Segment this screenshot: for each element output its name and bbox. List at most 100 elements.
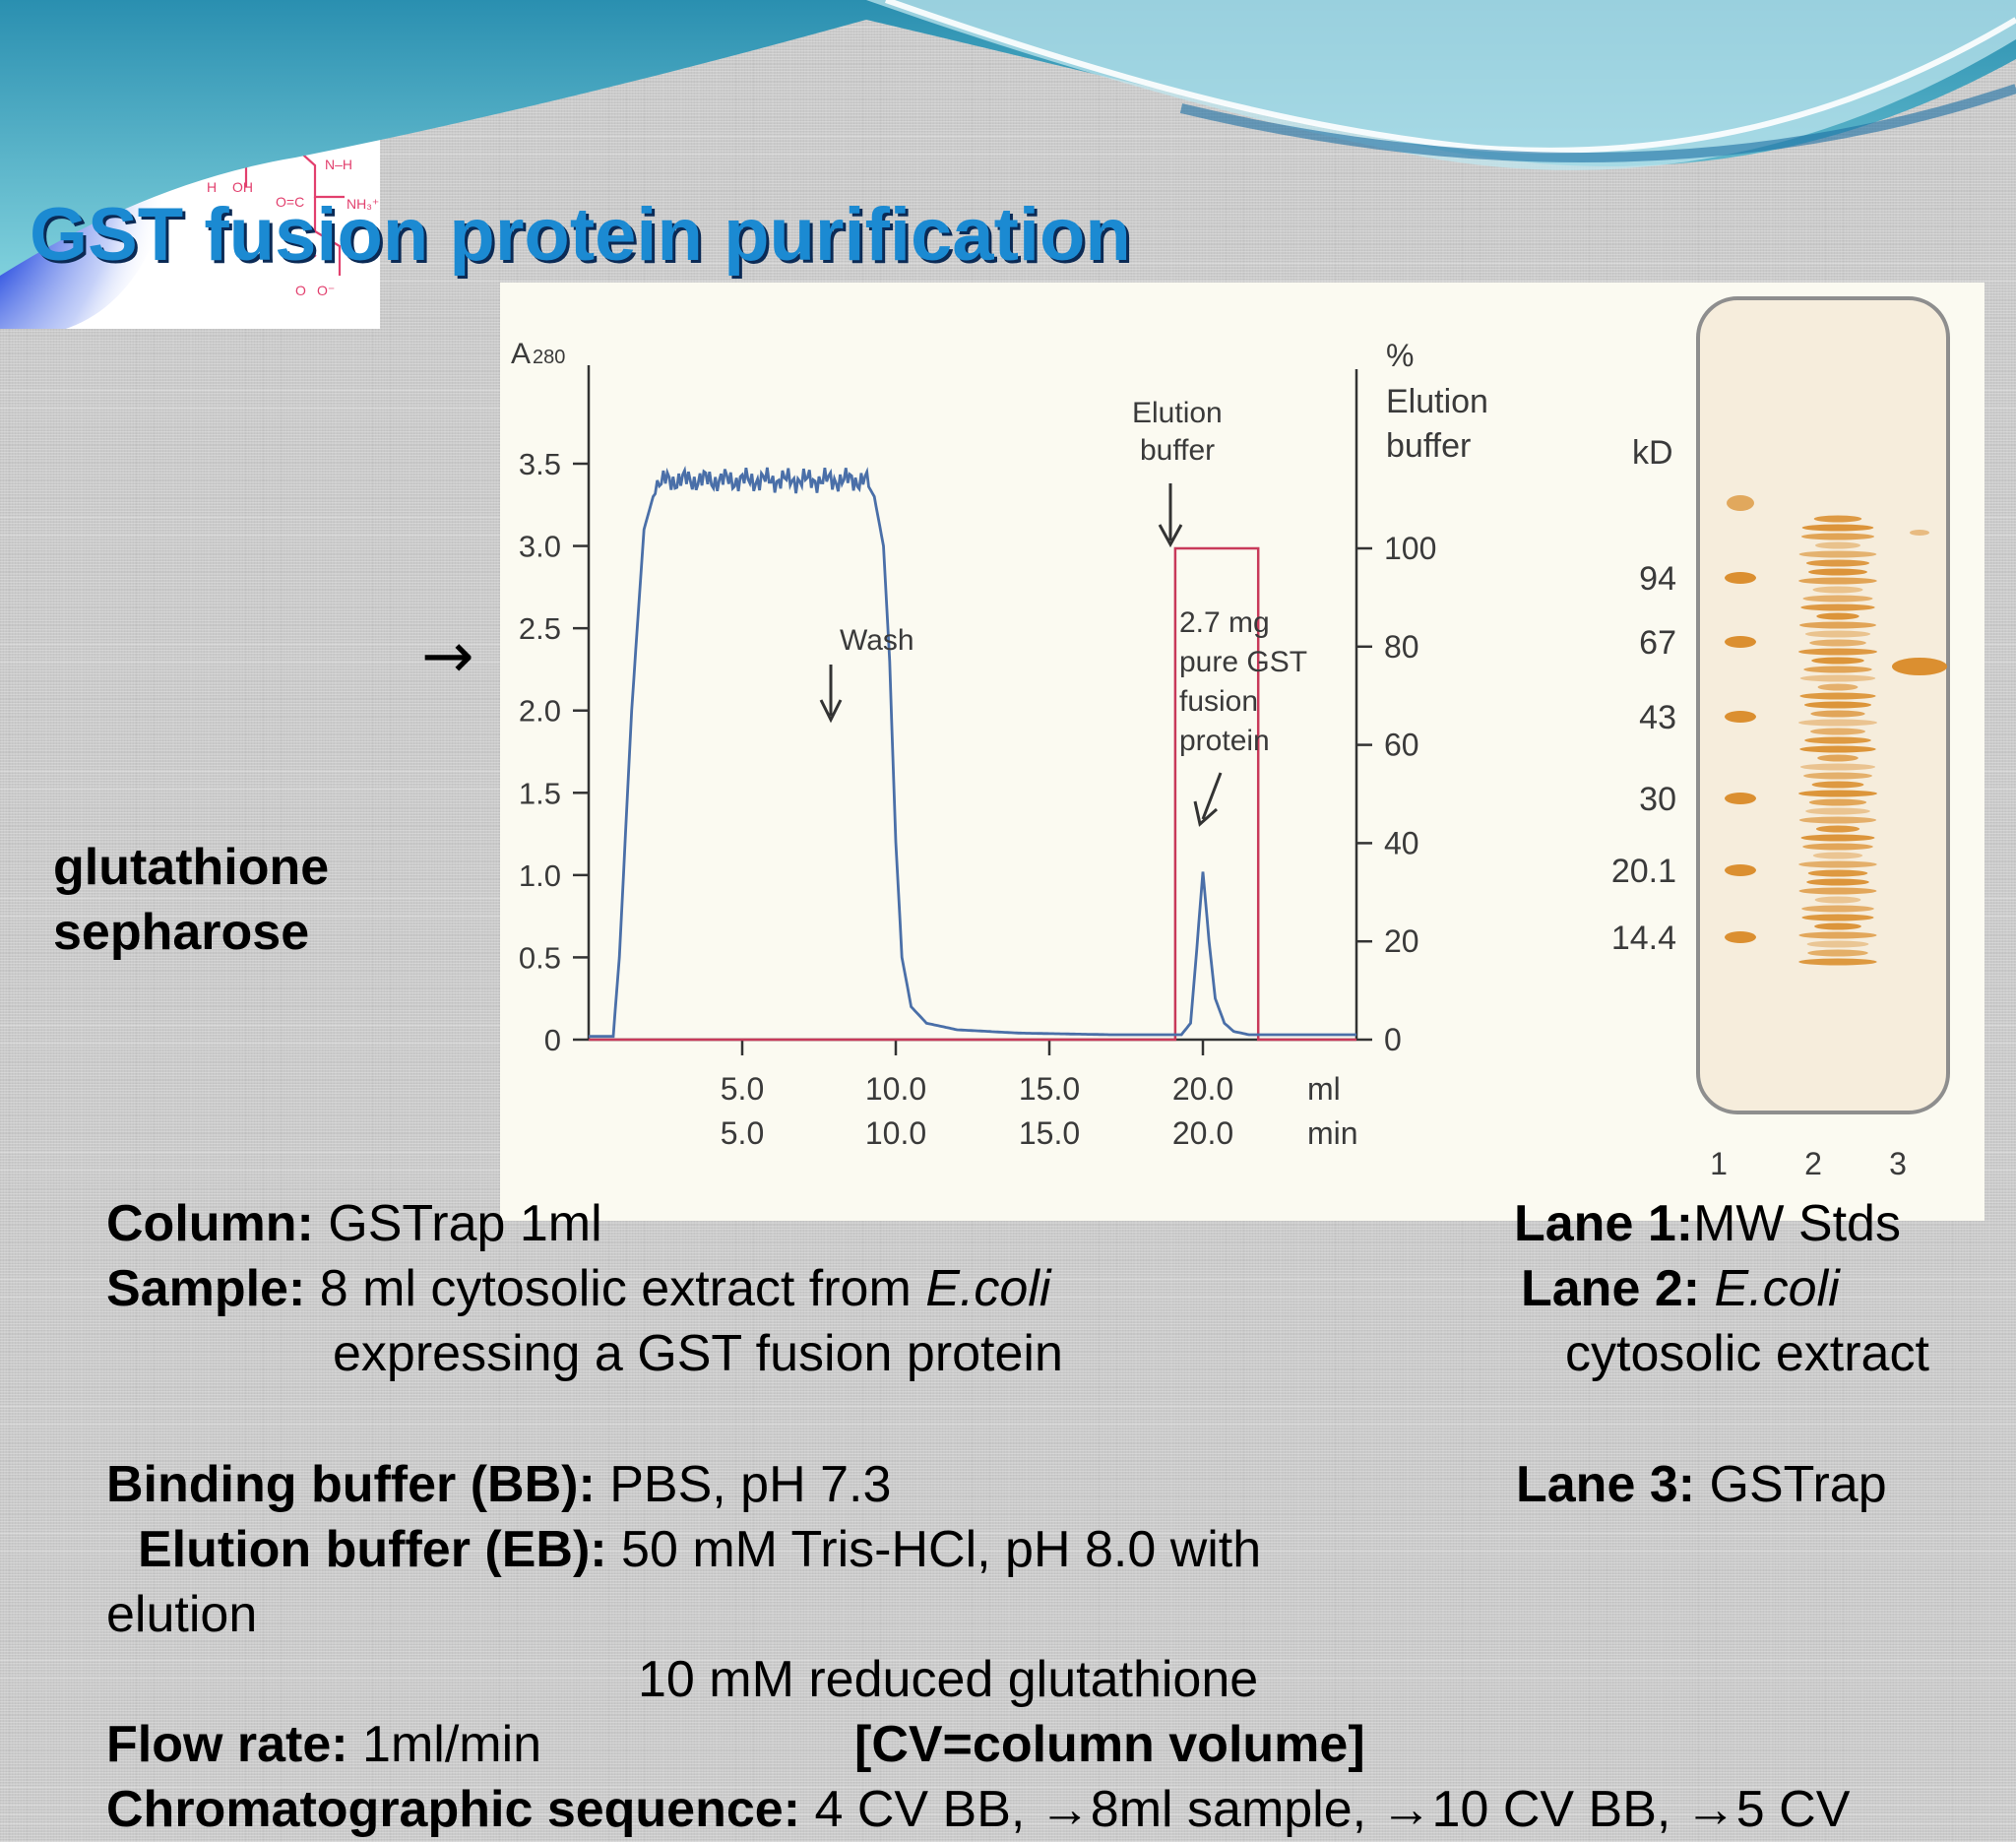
- elution-buffer-annotation-2: buffer: [1140, 434, 1215, 467]
- gel-band-lane2: [1812, 852, 1863, 859]
- y-tick-label: 1.5: [519, 776, 561, 810]
- sample-info-line2: expressing a GST fusion protein: [333, 1325, 1063, 1382]
- gel-band-lane2: [1803, 772, 1872, 780]
- gel-band-lane2: [1798, 719, 1877, 727]
- sds-page-gel: kD 94 67 43 30 20.1 14.4 1 2 3: [1611, 296, 1950, 1181]
- gel-marker-label: 43: [1639, 699, 1676, 736]
- gel-band-lane2: [1803, 666, 1872, 673]
- x-tick-label-min: 5.0: [721, 1115, 764, 1151]
- x-tick-label-ml: 10.0: [865, 1071, 926, 1107]
- gel-lane-label: 1: [1710, 1146, 1728, 1181]
- elution-arrow-icon: [1158, 483, 1183, 548]
- gel-band-lane2: [1811, 657, 1864, 665]
- ligand-atom-label: O⁻: [317, 283, 335, 298]
- elution-buffer-wrap: elution: [106, 1586, 258, 1643]
- gel-band-lane2: [1798, 958, 1877, 966]
- elution-buffer-label: Elution buffer (EB):: [138, 1521, 607, 1578]
- gel-band-lane1: [1725, 931, 1756, 943]
- y2-axis-label-1: %: [1386, 338, 1414, 373]
- lane2-label: Lane 2:: [1521, 1260, 1701, 1317]
- lane1-label: Lane 1:: [1514, 1195, 1694, 1252]
- y2-tick-label: 20: [1384, 923, 1419, 959]
- gel-kd-label: kD: [1632, 434, 1673, 472]
- gel-band-lane2: [1804, 736, 1871, 744]
- gel-band-lane2: [1817, 683, 1858, 691]
- peak-annotation-1: 2.7 mg: [1179, 606, 1270, 639]
- elution-buffer-line2: 10 mM reduced glutathione: [638, 1651, 1259, 1708]
- peak-annotation-2: pure GST: [1179, 646, 1307, 678]
- y-tick-label: 0: [544, 1023, 561, 1057]
- gel-band-lane2: [1798, 887, 1877, 895]
- binding-buffer-label: Binding buffer (BB):: [106, 1456, 596, 1513]
- chromatographic-sequence-info: Chromatographic sequence: 4 CV BB, →8ml …: [106, 1777, 1850, 1842]
- gel-band-lane2: [1801, 905, 1874, 913]
- gel-band-lane2: [1803, 701, 1872, 709]
- column-info: Column: GSTrap 1ml: [106, 1191, 602, 1256]
- flow-rate-value: 1ml/min: [347, 1716, 542, 1773]
- gel-band-lane2: [1805, 559, 1870, 567]
- peak-annotation-4: protein: [1179, 725, 1270, 757]
- y-tick-label: 2.0: [519, 694, 561, 729]
- ligand-atom-label: O: [295, 283, 306, 298]
- ligand-atom-label: H: [207, 179, 217, 195]
- gel-band-lane1: [1725, 636, 1756, 648]
- elution-gradient-line: [589, 546, 1356, 1042]
- gel-band-lane2: [1798, 648, 1877, 656]
- gel-band-lane2: [1817, 754, 1858, 762]
- gel-band-lane2: [1814, 541, 1861, 549]
- x-tick-label-min: 10.0: [865, 1115, 926, 1151]
- gel-marker-label: 30: [1639, 781, 1676, 818]
- elution-buffer-annotation-1: Elution: [1132, 397, 1223, 429]
- gel-band-lane1: [1725, 572, 1756, 584]
- gel-band-lane2: [1810, 710, 1865, 718]
- absorbance-trace-line: [589, 465, 1356, 1039]
- ligand-label: glutathione sepharose: [53, 835, 329, 965]
- lane1-value: MW Stds: [1693, 1195, 1901, 1252]
- gel-band-lane1: [1725, 864, 1756, 876]
- gel-band-lane2: [1816, 612, 1859, 620]
- gel-band-lane2: [1799, 745, 1876, 753]
- gel-band-lane2: [1807, 869, 1868, 877]
- gel-band-lane2: [1798, 550, 1877, 558]
- gel-band-lane2: [1812, 586, 1863, 594]
- sequence-label: Chromatographic sequence:: [106, 1781, 801, 1838]
- gel-band-lane2: [1798, 816, 1877, 824]
- gel-band-lane2: [1800, 603, 1875, 611]
- x-tick-label-min: 15.0: [1019, 1115, 1080, 1151]
- y-tick-label: 1.0: [519, 858, 561, 893]
- sample-info: Sample: 8 ml cytosolic extract from E.co…: [106, 1256, 1050, 1321]
- gel-band-lane2: [1798, 621, 1877, 629]
- y2-tick-label: 0: [1384, 1022, 1402, 1057]
- ligand-atom-label: N–H: [325, 157, 352, 172]
- gel-band-lane2: [1798, 931, 1877, 939]
- gel-band-lane3: [1892, 658, 1947, 675]
- gel-band-lane2: [1808, 798, 1867, 806]
- gel-marker-label: 20.1: [1611, 853, 1676, 890]
- gel-band-lane2: [1806, 940, 1869, 948]
- y2-tick-label: 60: [1384, 728, 1419, 763]
- gel-band-lane2: [1807, 949, 1868, 957]
- gel-lane-label: 3: [1889, 1146, 1907, 1181]
- x-tick-label-min: 20.0: [1172, 1115, 1233, 1151]
- y2-tick-label: 100: [1384, 531, 1436, 566]
- gel-band-lane2: [1814, 922, 1861, 930]
- peak-arrow-icon: [1193, 772, 1223, 827]
- elution-buffer-info: Elution buffer (EB): 50 mM Tris-HCl, pH …: [138, 1517, 1261, 1582]
- lane3-value: GSTrap: [1695, 1456, 1887, 1513]
- ligand-label-line2: sepharose: [53, 904, 310, 961]
- gel-band-lane2: [1811, 781, 1864, 789]
- gel-band-lane2: [1815, 825, 1860, 833]
- x-tick-label-ml: 20.0: [1172, 1071, 1233, 1107]
- binding-buffer-info: Binding buffer (BB): PBS, pH 7.3: [106, 1452, 891, 1517]
- lane3-label: Lane 3:: [1516, 1456, 1696, 1513]
- sample-organism: E.coli: [925, 1260, 1051, 1317]
- elution-buffer-value: 50 mM Tris-HCl, pH 8.0 with: [606, 1521, 1262, 1578]
- ligand-atom-label: C: [307, 245, 317, 261]
- x-unit-min: min: [1307, 1115, 1358, 1151]
- gel-marker-label: 14.4: [1611, 920, 1676, 957]
- gel-band-lane2: [1810, 728, 1865, 735]
- column-volume-note: [CV=column volume]: [854, 1716, 1365, 1773]
- binding-buffer-value: PBS, pH 7.3: [595, 1456, 892, 1513]
- gel-band-lane2: [1814, 896, 1861, 904]
- page-title: GST fusion protein purification: [30, 193, 1131, 277]
